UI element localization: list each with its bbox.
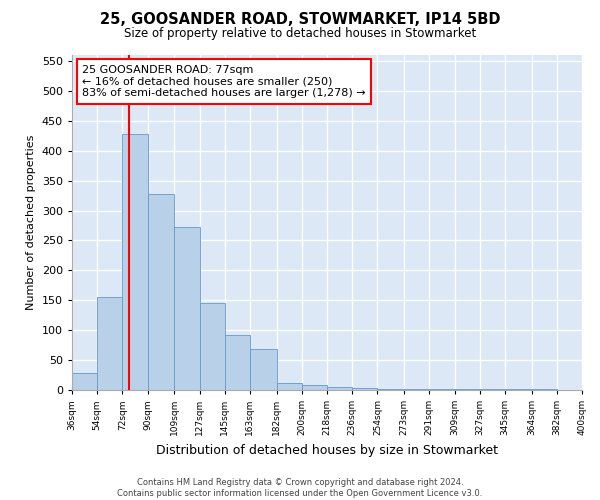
Text: Contains HM Land Registry data © Crown copyright and database right 2024.
Contai: Contains HM Land Registry data © Crown c… bbox=[118, 478, 482, 498]
Bar bbox=[97, 298, 122, 390]
Bar bbox=[200, 304, 225, 390]
Bar bbox=[302, 385, 327, 390]
Text: 25, GOOSANDER ROAD, STOWMARKET, IP14 5BD: 25, GOOSANDER ROAD, STOWMARKET, IP14 5BD bbox=[100, 12, 500, 28]
Bar bbox=[122, 134, 148, 390]
Bar bbox=[404, 389, 429, 390]
Bar bbox=[72, 373, 97, 390]
Y-axis label: Number of detached properties: Number of detached properties bbox=[26, 135, 36, 310]
Bar bbox=[174, 228, 200, 390]
Bar bbox=[377, 389, 404, 390]
Bar bbox=[352, 388, 377, 390]
Bar bbox=[327, 387, 352, 390]
Text: Size of property relative to detached houses in Stowmarket: Size of property relative to detached ho… bbox=[124, 28, 476, 40]
Bar bbox=[277, 383, 302, 390]
Bar bbox=[225, 335, 250, 390]
Bar bbox=[148, 194, 174, 390]
Text: 25 GOOSANDER ROAD: 77sqm
← 16% of detached houses are smaller (250)
83% of semi-: 25 GOOSANDER ROAD: 77sqm ← 16% of detach… bbox=[82, 65, 366, 98]
X-axis label: Distribution of detached houses by size in Stowmarket: Distribution of detached houses by size … bbox=[156, 444, 498, 456]
Bar bbox=[250, 350, 277, 390]
